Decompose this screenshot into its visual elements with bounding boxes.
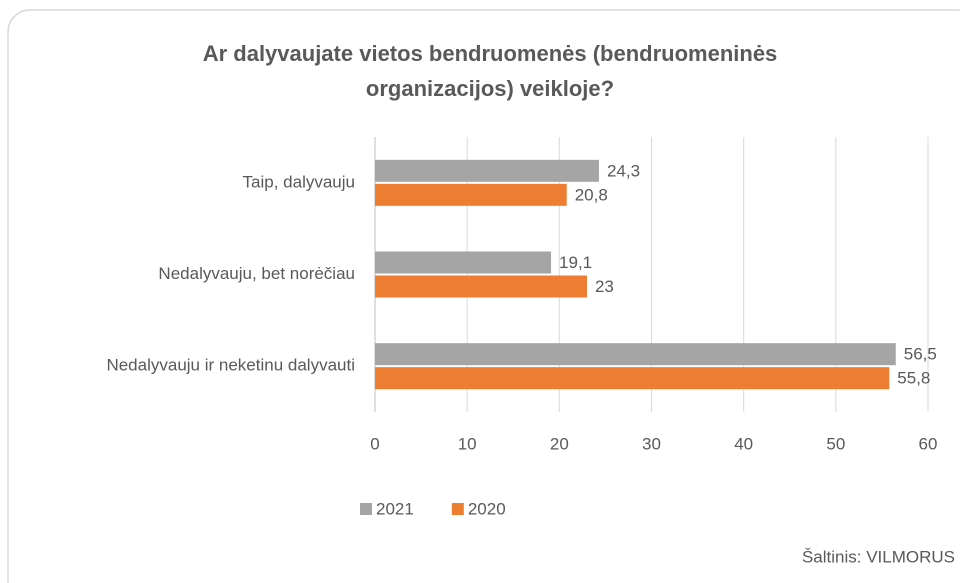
data-label: 19,1 — [559, 253, 592, 272]
x-tick-label: 10 — [458, 434, 477, 453]
bar — [375, 183, 567, 206]
legend-label: 2021 — [376, 499, 414, 518]
legend-swatch — [451, 503, 464, 515]
y-tick-label: Nedalyvauju, bet norėčiau — [158, 264, 355, 283]
chart-title: Ar dalyvaujate vietos bendruomenės (bend… — [203, 41, 778, 101]
x-tick-label: 0 — [370, 434, 379, 453]
data-label: 20,8 — [575, 185, 608, 204]
bar — [375, 367, 890, 390]
x-tick-label: 30 — [642, 434, 661, 453]
y-tick-label: Taip, dalyvauju — [243, 172, 355, 191]
x-tick-label: 50 — [826, 434, 845, 453]
legend-swatch — [360, 503, 372, 515]
x-tick-label: 20 — [550, 434, 569, 453]
bar — [375, 343, 896, 366]
bar — [375, 251, 552, 274]
legend-label: 2020 — [468, 499, 506, 518]
source: Šaltinis: VILMORUS — [802, 547, 955, 566]
x-tick-label: 60 — [919, 434, 938, 453]
bar — [375, 275, 587, 298]
bar — [375, 159, 599, 182]
y-tick-label: Nedalyvauju ir neketinu dalyvauti — [106, 356, 355, 375]
data-label: 23 — [595, 277, 614, 296]
data-label: 55,8 — [897, 369, 930, 388]
data-label: 24,3 — [607, 161, 640, 180]
data-label: 56,5 — [904, 345, 937, 364]
x-tick-label: 40 — [734, 434, 753, 453]
